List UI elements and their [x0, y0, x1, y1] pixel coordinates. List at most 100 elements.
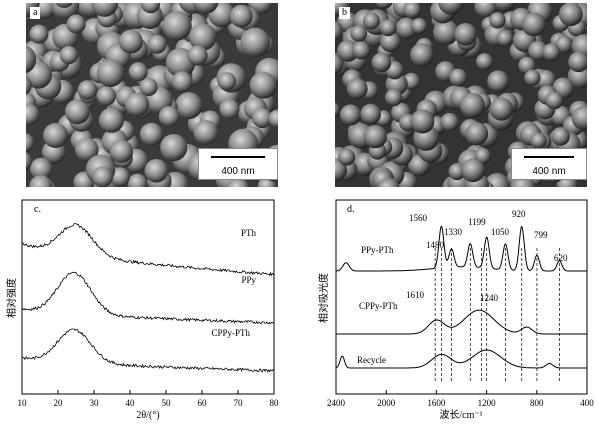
- ftir-peak-annotation: 1610: [406, 290, 425, 300]
- particle: [350, 25, 368, 42]
- ftir-x-tick-label: 800: [530, 398, 544, 408]
- ftir-peak-annotation: 1330: [444, 227, 463, 237]
- ftir-peak-annotation: 920: [512, 209, 526, 219]
- particle: [379, 19, 397, 37]
- particle: [377, 177, 400, 187]
- particle: [489, 97, 514, 121]
- particle: [568, 51, 587, 73]
- ftir-series-label: PPy-PTh: [361, 245, 394, 255]
- ftir-series-line: [336, 309, 587, 335]
- particle: [528, 40, 548, 61]
- particle: [476, 53, 493, 71]
- particle: [77, 80, 98, 100]
- particle: [559, 3, 583, 27]
- particle: [438, 3, 464, 15]
- particle: [403, 3, 422, 19]
- particle: [125, 92, 150, 117]
- particle: [144, 159, 169, 183]
- sem-image-b: b 400 nm: [335, 3, 587, 187]
- particle: [461, 158, 485, 183]
- particle: [175, 92, 203, 120]
- particle: [346, 78, 368, 100]
- particle: [91, 3, 119, 17]
- ftir-peak-annotation: 799: [534, 230, 548, 240]
- ftir-peak-annotation: 1480: [426, 240, 445, 250]
- ftir-plot-frame: [335, 199, 588, 395]
- particle: [26, 75, 32, 95]
- particle: [249, 71, 277, 99]
- particle: [26, 133, 35, 153]
- ftir-panel-label: d.: [347, 204, 355, 215]
- particle: [474, 3, 498, 18]
- xrd-x-tick-label: 80: [270, 398, 280, 408]
- particle: [448, 163, 466, 181]
- particle: [375, 3, 393, 9]
- particle: [252, 108, 273, 129]
- xrd-plot-frame: [21, 199, 275, 395]
- xrd-panel-label: c.: [34, 204, 41, 215]
- xrd-x-tick-label: 20: [54, 398, 64, 408]
- particle: [55, 3, 73, 8]
- particle: [465, 122, 489, 146]
- particle: [158, 106, 180, 127]
- particle: [535, 69, 556, 90]
- ftir-x-tick-label: 2000: [377, 398, 396, 408]
- particle: [524, 69, 541, 86]
- xrd-y-axis-label: 相对强度: [5, 278, 18, 318]
- particle: [128, 62, 148, 82]
- particle: [127, 173, 148, 187]
- particle: [139, 122, 163, 146]
- xrd-x-tick-label: 30: [90, 398, 100, 408]
- ftir-x-axis-label: 波长/cm⁻¹: [439, 408, 482, 421]
- particle: [362, 12, 380, 30]
- particle: [29, 24, 49, 44]
- particle: [141, 3, 161, 14]
- particle: [268, 109, 278, 128]
- particle: [530, 132, 547, 149]
- xrd-x-tick-label: 10: [18, 398, 28, 408]
- ftir-series-line: [335, 349, 587, 369]
- ftir-peak-annotation: 1560: [409, 213, 428, 223]
- particle: [65, 99, 90, 125]
- particle: [360, 103, 381, 125]
- particle: [98, 107, 124, 133]
- particle: [171, 71, 193, 93]
- particle: [139, 78, 158, 96]
- xrd-series-line: [21, 271, 275, 325]
- ftir-x-tick-label: 1600: [427, 398, 446, 408]
- particle: [229, 4, 253, 28]
- scale-bar-a: 400 nm: [198, 148, 278, 180]
- particle: [542, 43, 561, 62]
- xrd-x-tick-label: 40: [126, 398, 136, 408]
- particle: [335, 20, 343, 41]
- particle: [489, 12, 506, 29]
- scale-bar-line-b: [524, 156, 574, 158]
- particle: [92, 166, 114, 187]
- particle: [555, 35, 573, 53]
- particle: [193, 120, 219, 145]
- particle: [335, 102, 340, 118]
- particle: [26, 103, 40, 126]
- ftir-peak-annotation: 620: [554, 253, 568, 263]
- particle: [188, 23, 217, 51]
- panel-label-b: b: [339, 7, 350, 19]
- xrd-x-axis-label: 2θ/(°): [136, 410, 159, 421]
- particle: [454, 23, 477, 46]
- particle: [147, 34, 167, 54]
- particle: [410, 43, 434, 67]
- xrd-series-label: CPPy-PTh: [211, 328, 250, 338]
- particle: [160, 134, 188, 162]
- ftir-chart: d. 相对吸光度 波长/cm⁻¹ 2400 2000 1600 1200 800 400 …: [317, 199, 594, 421]
- particle: [26, 45, 37, 74]
- particle: [571, 105, 587, 130]
- particle: [363, 125, 387, 149]
- particle: [487, 70, 509, 93]
- xrd-x-tick-label: 60: [198, 398, 208, 408]
- particle: [26, 152, 32, 171]
- ftir-peak-annotation: 1050: [491, 227, 510, 237]
- particle: [227, 178, 249, 187]
- panel-label-a: a: [30, 7, 41, 19]
- particle: [492, 3, 517, 12]
- ftir-series-label: Recycle: [357, 355, 386, 365]
- ftir-x-tick-label: 2400: [327, 398, 346, 408]
